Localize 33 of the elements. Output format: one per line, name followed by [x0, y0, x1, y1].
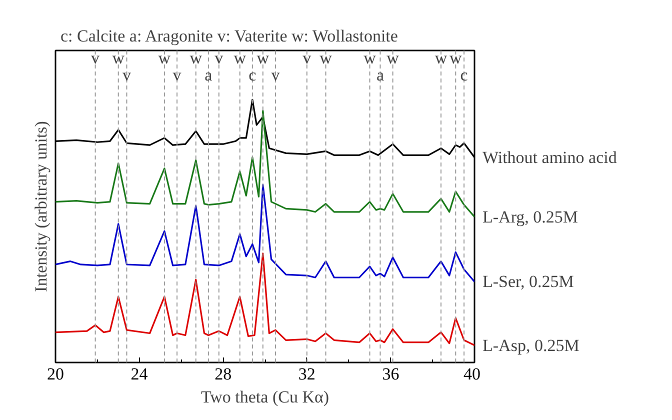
y-axis-title: Intensity (arbitrary units)	[32, 121, 50, 292]
ref-line-label: v	[122, 66, 132, 85]
x-tick-label: 28	[214, 364, 232, 384]
ref-line-label: v	[214, 48, 224, 68]
ref-line-label: w	[450, 48, 463, 68]
x-axis-title: Two theta (Cu Kα)	[200, 388, 330, 406]
ref-line-label: v	[91, 48, 100, 68]
ref-line-label: w	[158, 48, 172, 68]
ref-line-label: w	[386, 48, 400, 68]
x-tick-label: 24	[130, 364, 148, 384]
ref-line-label: v	[172, 66, 182, 85]
x-tick-label: 20	[47, 364, 64, 384]
chart-title: c: Calcite a: Aragonite v: Vaterite w: Wollastonite	[60, 26, 398, 46]
ref-line-label: w	[234, 48, 247, 68]
series-label: L-Ser, 0.25M	[482, 272, 574, 292]
ref-line-label: c	[248, 66, 257, 85]
series-label: L-Arg, 0.25M	[482, 207, 578, 226]
ref-line-label: w	[364, 48, 377, 68]
ref-line-label: v	[302, 48, 312, 68]
x-tick-label: 36	[382, 364, 400, 384]
ref-line-label: v	[271, 66, 280, 85]
ref-line-label: w	[112, 48, 126, 68]
ref-line-label: w	[320, 48, 333, 68]
ref-line-label: w	[256, 48, 270, 68]
ref-line-label: w	[434, 48, 448, 68]
series-label: L-Asp, 0.25M	[482, 336, 580, 355]
ref-line-label: w	[190, 48, 203, 68]
x-tick-label: 40	[464, 364, 480, 384]
series-label: Without amino acid	[482, 148, 618, 167]
ref-line-label: a	[376, 66, 384, 85]
ref-line-label: a	[204, 66, 213, 85]
x-tick-label: 32	[298, 364, 316, 384]
ref-line-label: c	[460, 66, 468, 85]
